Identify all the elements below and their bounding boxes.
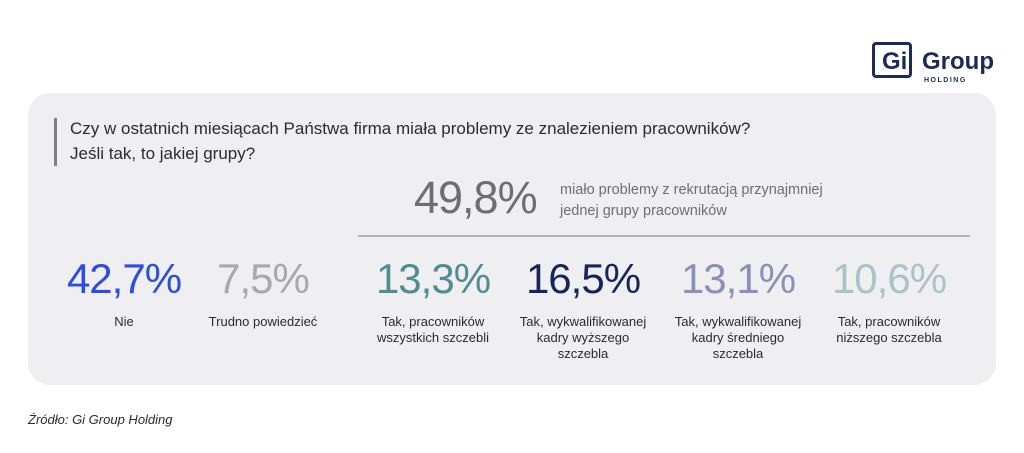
summary-value: 49,8%: [414, 172, 538, 223]
stat-label-line: szczebla: [557, 346, 609, 361]
stat-item: 42,7% Nie: [49, 250, 199, 330]
logo-subtitle: HOLDING: [924, 77, 967, 84]
stat-label-line: wszystkich szczebli: [377, 330, 489, 345]
stat-label-line: Tak, pracowników: [837, 314, 941, 329]
source-note: Źródło: Gi Group Holding: [28, 412, 173, 427]
stat-value: 13,3%: [375, 255, 491, 302]
question-title: Czy w ostatnich miesiącach Państwa firma…: [70, 116, 950, 166]
summary-text: miało problemy z rekrutacją przynajmniej…: [560, 180, 940, 222]
stat-label-line: Tak, wykwalifikowanej: [674, 314, 802, 329]
stat-item: 13,1% Tak, wykwalifikowanej kadry średnieg…: [663, 250, 813, 362]
stat-item: 13,3% Tak, pracowników wszystkich szczebli: [358, 250, 508, 346]
stat-item: 16,5% Tak, wykwalifikowanej kadry wyższego…: [508, 250, 658, 362]
stat-label: Tak, wykwalifikowanej kadry średniego szcz…: [663, 314, 813, 362]
stat-label: Tak, wykwalifikowanej kadry wyższego szcze…: [508, 314, 658, 362]
stat-value: 16,5%: [525, 255, 641, 302]
logo-wordmark: Group: [922, 48, 994, 75]
stat-label-line: kadry średniego: [691, 330, 785, 345]
summary-text-line-2: jednej grupy pracowników: [560, 203, 727, 219]
question-accent-bar: [54, 118, 57, 166]
stat-label-line: Tak, pracowników: [381, 314, 485, 329]
stat-item: 7,5% Trudno powiedzieć: [188, 250, 338, 330]
question-line-2: Jeśli tak, to jakiej grupy?: [70, 144, 256, 163]
stat-value: 42,7%: [66, 255, 182, 302]
stat-label-line: Tak, wykwalifikowanej: [519, 314, 647, 329]
stat-value: 7,5%: [217, 255, 310, 302]
stat-label: Nie: [49, 314, 199, 330]
stat-label: Tak, pracowników wszystkich szczebli: [358, 314, 508, 346]
gi-group-logo: Gi Group HOLDING: [872, 40, 1002, 86]
question-line-1: Czy w ostatnich miesiącach Państwa firma…: [70, 119, 751, 138]
stat-item: 10,6% Tak, pracowników niższego szczebla: [814, 250, 964, 346]
stat-label-line: Trudno powiedzieć: [208, 314, 318, 329]
logo-mark: [872, 42, 912, 78]
stat-label-line: Nie: [114, 314, 134, 329]
stat-label: Tak, pracowników niższego szczebla: [814, 314, 964, 346]
summary-text-line-1: miało problemy z rekrutacją przynajmniej: [560, 182, 823, 198]
chart-panel: [28, 93, 996, 385]
stat-label: Trudno powiedzieć: [188, 314, 338, 330]
logo-mark-text: Gi: [882, 48, 908, 75]
stat-value: 13,1%: [680, 255, 796, 302]
stat-value: 10,6%: [831, 255, 947, 302]
stat-label-line: kadry wyższego: [536, 330, 630, 345]
stat-label-line: niższego szczebla: [836, 330, 942, 345]
stat-label-line: szczebla: [712, 346, 764, 361]
summary-divider: [358, 235, 970, 237]
